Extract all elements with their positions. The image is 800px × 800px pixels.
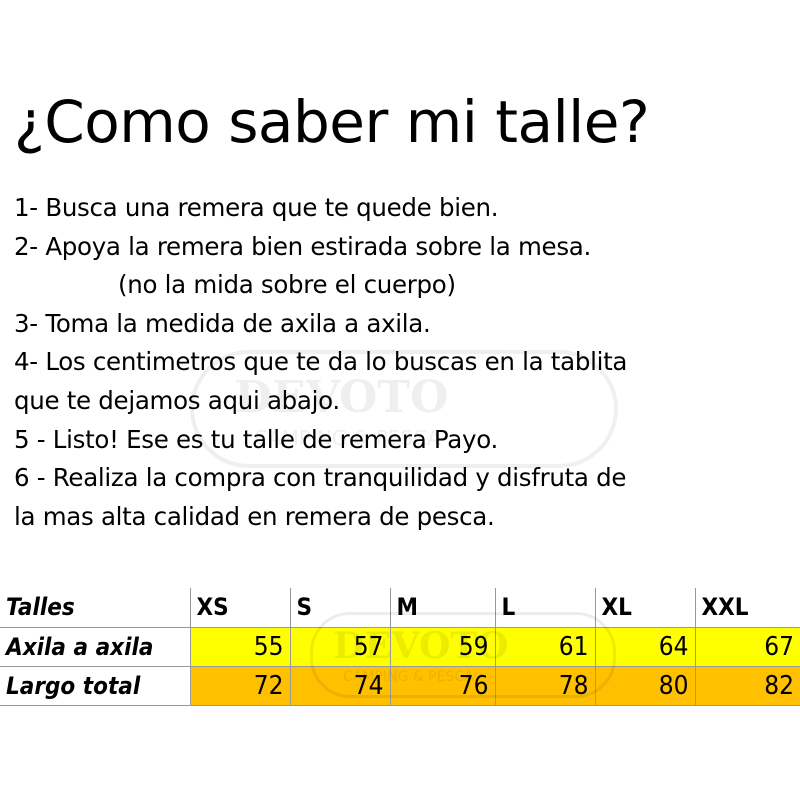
table-row: Axila a axila 55 57 59 61 64 67 xyxy=(0,627,800,667)
header-size: S xyxy=(289,588,390,628)
step-4-cont: que te dejamos aqui abajo. xyxy=(14,385,340,415)
page-title: ¿Como saber mi talle? xyxy=(14,88,650,156)
header-size: L xyxy=(494,588,595,628)
header-talles: Talles xyxy=(0,588,190,628)
step-4: 4- Los centimetros que te da lo buscas e… xyxy=(14,347,628,377)
size-table: Talles XS S M L XL XXL Axila a axila 55 … xyxy=(0,588,800,706)
step-6: 6 - Realiza la compra con tranquilidad y… xyxy=(14,463,627,493)
step-3: 3- Toma la medida de axila a axila. xyxy=(14,308,431,338)
header-size: XXL xyxy=(694,588,800,628)
cell: 80 xyxy=(594,666,695,706)
instructions: 1- Busca una remera que te quede bien. 2… xyxy=(14,189,627,536)
cell: 67 xyxy=(694,627,800,667)
cell: 57 xyxy=(289,627,390,667)
step-5: 5 - Listo! Ese es tu talle de remera Pay… xyxy=(14,424,498,454)
header-size: XL xyxy=(594,588,695,628)
cell: 59 xyxy=(389,627,495,667)
cell: 74 xyxy=(289,666,390,706)
cell: 55 xyxy=(189,627,290,667)
step-1: 1- Busca una remera que te quede bien. xyxy=(14,193,499,222)
step-6-cont: la mas alta calidad en remera de pesca. xyxy=(14,501,495,531)
cell: 61 xyxy=(494,627,595,667)
cell: 72 xyxy=(189,666,290,706)
cell: 64 xyxy=(594,627,695,667)
row-label: Axila a axila xyxy=(0,627,190,667)
cell: 76 xyxy=(389,666,495,706)
cell: 82 xyxy=(694,666,800,706)
table-header-row: Talles XS S M L XL XXL xyxy=(0,588,800,628)
step-2: 2- Apoya la remera bien estirada sobre l… xyxy=(14,231,591,261)
cell: 78 xyxy=(494,666,595,706)
header-size: XS xyxy=(189,588,290,628)
table-row: Largo total 72 74 76 78 80 82 xyxy=(0,666,800,706)
step-2-note: (no la mida sobre el cuerpo) xyxy=(118,270,456,300)
row-label: Largo total xyxy=(0,666,190,706)
header-size: M xyxy=(389,588,495,628)
